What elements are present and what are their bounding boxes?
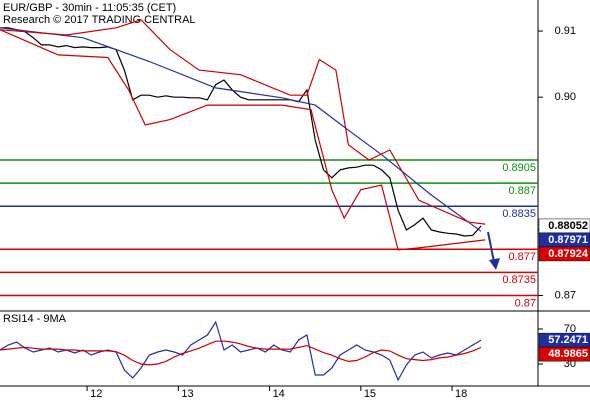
price-tag-label: 0.87924	[548, 248, 589, 260]
price-tag-box	[538, 346, 590, 362]
series-line	[0, 340, 482, 366]
price-tag-label: 0.88052	[548, 220, 588, 232]
level-label: 0.8735	[502, 274, 536, 286]
series-line	[0, 27, 482, 237]
price-tag-label: 57.2471	[548, 334, 588, 346]
y-tick-label: 70	[564, 323, 576, 335]
level-label: 0.8835	[502, 208, 536, 220]
x-tick-label: 18	[455, 388, 467, 400]
y-tick-label: 0.91	[555, 25, 576, 37]
price-tag-label: 0.87971	[548, 234, 588, 246]
rsi-title: RSI14 - 9MA	[3, 313, 67, 325]
series-line	[0, 19, 486, 225]
y-tick-label: 0.90	[555, 91, 576, 103]
series-line	[0, 27, 482, 232]
series-line	[0, 29, 486, 251]
forecast-arrow	[487, 231, 500, 270]
x-tick-label: 14	[273, 388, 285, 400]
x-tick-label: 13	[181, 388, 193, 400]
level-label: 0.887	[508, 185, 536, 197]
chart-title: EUR/GBP - 30min - 11:05:35 (CET)	[3, 2, 176, 14]
y-tick-label: 0.87	[555, 289, 576, 301]
price-tag-label: 48.9865	[548, 348, 588, 360]
x-tick-label: 12	[90, 388, 102, 400]
price-tag-box	[538, 246, 590, 262]
level-label: 0.87	[515, 297, 536, 309]
chart-subtitle: Research © 2017 TRADING CENTRAL	[3, 14, 196, 26]
level-label: 0.877	[508, 251, 536, 263]
x-tick-label: 15	[364, 388, 376, 400]
level-label: 0.8905	[502, 162, 536, 174]
